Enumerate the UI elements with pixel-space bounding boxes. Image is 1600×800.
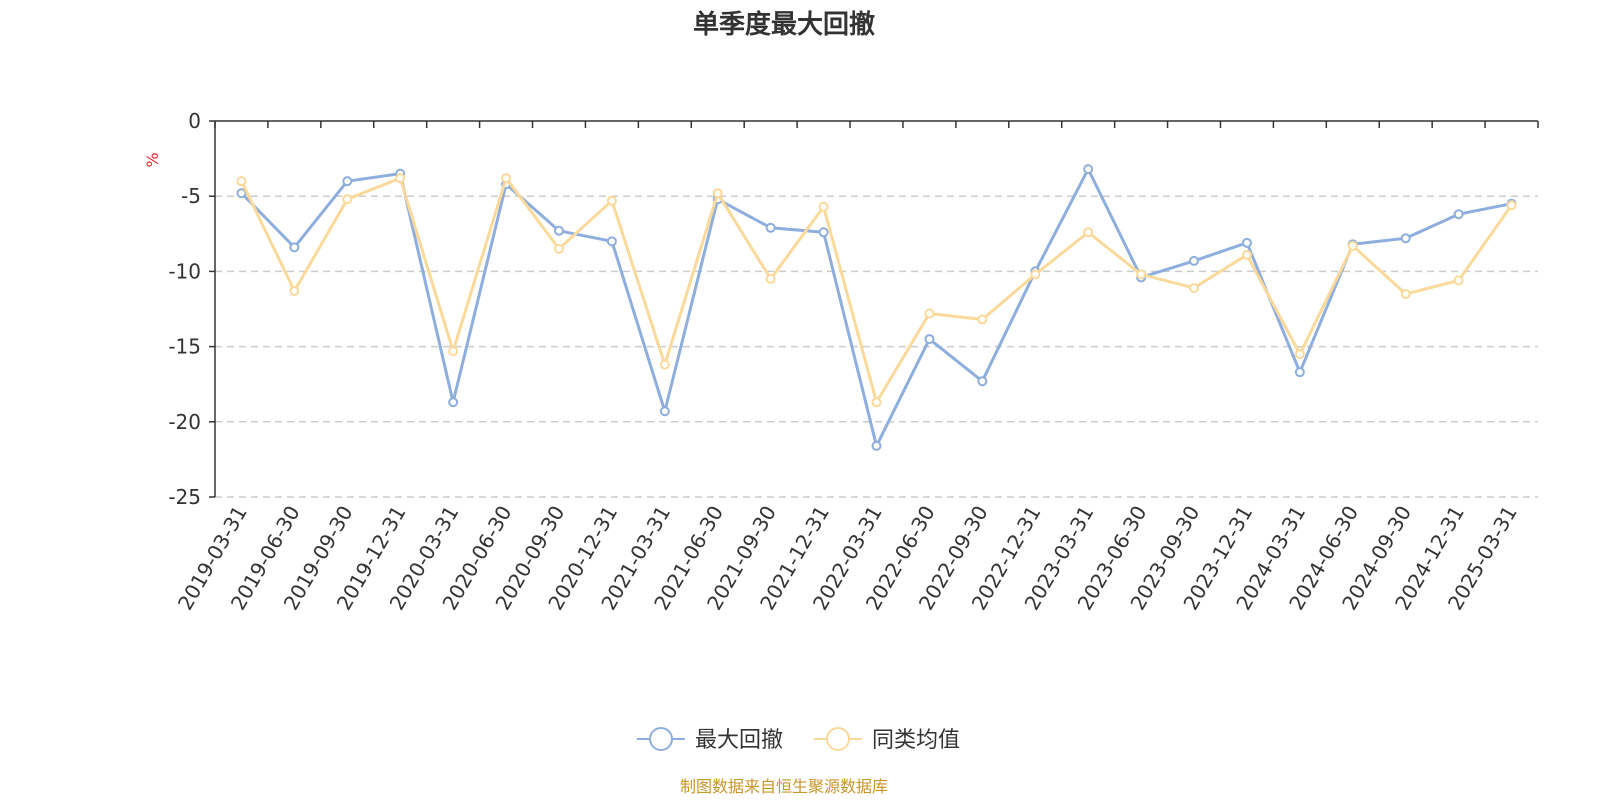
- data-point: [1189, 255, 1200, 266]
- legend-item-1[interactable]: 最大回撤: [637, 727, 783, 753]
- data-point: [924, 308, 935, 319]
- data-point: [1400, 233, 1411, 244]
- data-point: [1030, 269, 1041, 280]
- legend-marker: [649, 727, 673, 751]
- data-point: [1189, 282, 1200, 293]
- y-tick-label: -5: [181, 184, 201, 208]
- data-point: [448, 346, 459, 357]
- data-point: [553, 225, 564, 236]
- data-point: [765, 273, 776, 284]
- source-note: 制图数据来自恒生聚源数据库: [680, 777, 888, 796]
- legend-item-2[interactable]: 同类均值: [814, 727, 960, 753]
- y-tick-label: -20: [168, 410, 201, 434]
- grid-lines: [215, 195, 1538, 498]
- data-point: [659, 406, 670, 417]
- data-point: [448, 397, 459, 408]
- data-point: [818, 227, 829, 238]
- y-tick-label: -10: [168, 259, 201, 283]
- data-point: [818, 201, 829, 212]
- y-tick-label: -25: [168, 485, 201, 509]
- y-tick-label: -15: [168, 335, 201, 359]
- data-point: [1294, 349, 1305, 360]
- data-point: [289, 242, 300, 253]
- data-point: [1294, 367, 1305, 378]
- data-point: [1241, 237, 1252, 248]
- data-point: [606, 195, 617, 206]
- data-point: [553, 243, 564, 254]
- legend-label: 最大回撤: [695, 728, 783, 753]
- y-tick-label: 0: [188, 109, 201, 133]
- data-point: [924, 334, 935, 345]
- series-lines: [236, 164, 1517, 451]
- data-point: [236, 176, 247, 187]
- data-point: [1136, 269, 1147, 280]
- x-axis-ticks: 2019-03-312019-06-302019-09-302019-12-31…: [173, 121, 1539, 614]
- chart-title: 单季度最大回撤: [693, 9, 875, 40]
- data-point: [1083, 227, 1094, 238]
- axes: [214, 120, 1538, 497]
- data-point: [501, 173, 512, 184]
- data-point: [342, 194, 353, 205]
- data-point: [1083, 164, 1094, 175]
- data-point: [871, 397, 882, 408]
- data-point: [659, 359, 670, 370]
- data-point: [606, 236, 617, 247]
- data-point: [236, 188, 247, 199]
- data-point: [1241, 249, 1252, 260]
- y-axis-unit: %: [143, 152, 162, 167]
- data-point: [342, 176, 353, 187]
- data-point: [977, 314, 988, 325]
- legend[interactable]: 最大回撤 同类均值: [637, 727, 960, 753]
- data-point: [1453, 209, 1464, 220]
- series-line: [240, 176, 1513, 404]
- data-point: [1347, 240, 1358, 251]
- data-point: [395, 173, 406, 184]
- y-axis-ticks: 0 -5 -10 -15 -20 -25: [168, 109, 215, 509]
- legend-marker: [826, 727, 850, 751]
- series-2: [236, 173, 1517, 408]
- data-point: [1453, 275, 1464, 286]
- legend-label: 同类均值: [872, 728, 960, 753]
- data-point: [289, 285, 300, 296]
- data-point: [712, 188, 723, 199]
- data-point: [765, 222, 776, 233]
- data-point: [1400, 288, 1411, 299]
- data-point: [1506, 200, 1517, 211]
- data-point: [977, 376, 988, 387]
- data-point: [871, 440, 882, 451]
